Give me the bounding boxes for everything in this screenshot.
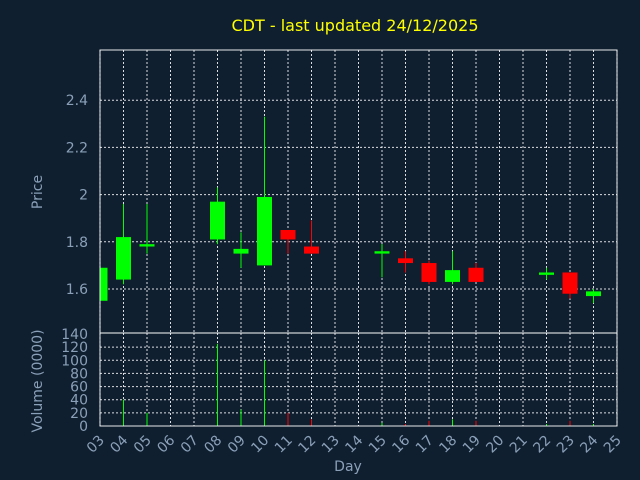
candle-body	[468, 267, 484, 282]
candle-body	[398, 258, 413, 264]
volume-y-tick-label: 100	[61, 353, 88, 369]
x-tick-label: 09	[225, 433, 249, 457]
x-tick-label: 15	[366, 433, 390, 457]
price-y-tick-label: 1.6	[66, 282, 88, 298]
price-y-tick-label: 2	[79, 188, 88, 204]
volume-frame	[99, 332, 618, 427]
candle-body	[233, 248, 249, 254]
x-tick-label: 05	[131, 433, 155, 457]
candle-body	[257, 196, 272, 266]
x-tick-labels: 03 04 05 06 07 08 09 10 11 12 13 14 15 16 17 18 19 20 21 22…	[84, 432, 625, 456]
price-grid	[99, 50, 618, 333]
volume-y-tick-label: 140	[61, 327, 88, 343]
x-tick-label: 12	[295, 433, 319, 457]
x-tick-label: 19	[460, 433, 484, 457]
volume-y-tick-label: 120	[61, 340, 88, 356]
price-y-tick-label: 1.8	[66, 235, 88, 251]
volume-y-tick-label: 20	[70, 406, 88, 422]
volume-y-tick-label: 0	[79, 419, 88, 435]
x-tick-label: 17	[413, 433, 437, 457]
price-y-tick-label: 2.2	[66, 140, 88, 156]
price-panel: 1.6 1.8 2 2.2 2.4	[66, 49, 618, 334]
x-tick-label: 03	[84, 433, 108, 457]
x-tick-label: 18	[436, 433, 460, 457]
candle-body	[139, 244, 155, 247]
price-axis-label: Price	[30, 175, 46, 209]
x-tick-label: 04	[107, 432, 131, 456]
x-tick-label: 21	[507, 433, 531, 457]
x-tick-label: 20	[483, 433, 507, 457]
price-y-tick-label: 2.4	[66, 93, 88, 109]
candle-body	[100, 267, 108, 301]
x-tick-label: 24	[577, 432, 601, 456]
volume-y-tick-label: 80	[70, 366, 88, 382]
candle-body	[210, 201, 225, 240]
candle-body	[374, 251, 390, 254]
x-tick-label: 14	[342, 432, 366, 456]
volume-grid	[99, 333, 618, 426]
x-tick-label: 16	[389, 432, 413, 456]
x-tick-label: 07	[178, 433, 202, 457]
volume-y-tick-label: 40	[70, 393, 88, 409]
x-tick-label: 23	[554, 433, 578, 457]
candle-body	[304, 246, 319, 254]
x-tick-label: 08	[201, 433, 225, 457]
candle-body	[116, 237, 131, 280]
volume-bars	[123, 343, 594, 426]
price-candles	[99, 116, 601, 304]
candle-body	[421, 263, 437, 282]
chart-title: CDT - last updated 24/12/2025	[232, 16, 479, 35]
candle-body	[539, 272, 554, 275]
x-tick-label: 11	[272, 433, 296, 457]
volume-y-tick-label: 60	[70, 380, 88, 396]
x-tick-label: 13	[319, 433, 343, 457]
candle-body	[562, 272, 578, 294]
price-y-ticks: 1.6 1.8 2 2.2 2.4	[66, 93, 88, 298]
x-axis-label: Day	[334, 459, 362, 475]
x-tick-label: 25	[601, 433, 625, 457]
candle-body	[445, 270, 460, 282]
x-tick-label: 06	[154, 432, 178, 456]
candle-body	[280, 230, 296, 240]
candle-body	[586, 291, 601, 297]
x-tick-label: 10	[248, 433, 272, 457]
volume-axis-label: Volume (0000)	[30, 329, 46, 432]
x-tick-label: 22	[530, 433, 554, 457]
